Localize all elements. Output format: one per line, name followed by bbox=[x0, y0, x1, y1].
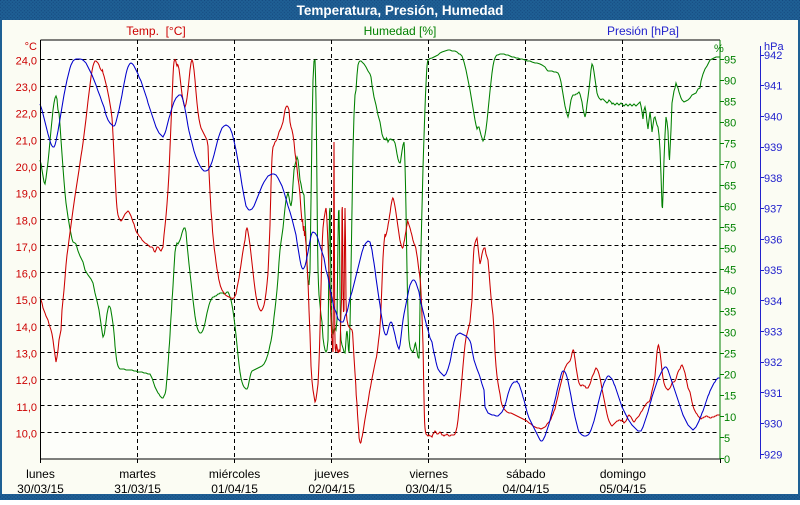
svg-text:miércoles: miércoles bbox=[209, 467, 260, 481]
svg-text:934: 934 bbox=[764, 296, 782, 308]
svg-text:24,0: 24,0 bbox=[16, 55, 37, 67]
svg-text:hPa: hPa bbox=[764, 41, 784, 53]
svg-text:15,0: 15,0 bbox=[16, 295, 37, 307]
svg-text:933: 933 bbox=[764, 327, 782, 339]
svg-text:939: 939 bbox=[764, 142, 782, 154]
svg-text:02/04/15: 02/04/15 bbox=[308, 482, 355, 496]
svg-text:Humedad [%]: Humedad [%] bbox=[364, 24, 437, 38]
svg-text:11,0: 11,0 bbox=[16, 402, 37, 414]
svg-text:jueves: jueves bbox=[313, 467, 349, 481]
svg-text:°C: °C bbox=[25, 41, 37, 53]
svg-text:15: 15 bbox=[724, 391, 736, 403]
svg-text:929: 929 bbox=[764, 449, 782, 461]
svg-text:23,0: 23,0 bbox=[16, 82, 37, 94]
svg-text:31/03/15: 31/03/15 bbox=[114, 482, 161, 496]
svg-text:Temp. [°C]: Temp. [°C] bbox=[126, 24, 185, 38]
svg-text:936: 936 bbox=[764, 234, 782, 246]
svg-text:16,0: 16,0 bbox=[16, 269, 37, 281]
svg-text:viernes: viernes bbox=[409, 467, 448, 481]
svg-text:35: 35 bbox=[724, 307, 736, 319]
svg-text:932: 932 bbox=[764, 357, 782, 369]
svg-text:13,0: 13,0 bbox=[16, 349, 37, 361]
svg-text:Presión [hPa]: Presión [hPa] bbox=[607, 24, 679, 38]
svg-text:sábado: sábado bbox=[506, 467, 546, 481]
svg-text:18,0: 18,0 bbox=[16, 215, 37, 227]
svg-text:941: 941 bbox=[764, 81, 782, 93]
svg-text:75: 75 bbox=[724, 138, 736, 150]
svg-text:5: 5 bbox=[724, 433, 730, 445]
svg-text:martes: martes bbox=[119, 467, 156, 481]
svg-text:85: 85 bbox=[724, 96, 736, 108]
svg-text:931: 931 bbox=[764, 388, 782, 400]
svg-text:25: 25 bbox=[724, 349, 736, 361]
svg-text:20: 20 bbox=[724, 370, 736, 382]
svg-text:10,0: 10,0 bbox=[16, 429, 37, 441]
svg-text:95: 95 bbox=[724, 54, 736, 66]
svg-text:30/03/15: 30/03/15 bbox=[17, 482, 64, 496]
svg-text:0: 0 bbox=[724, 454, 730, 466]
svg-text:19,0: 19,0 bbox=[16, 189, 37, 201]
svg-text:55: 55 bbox=[724, 223, 736, 235]
svg-text:05/04/15: 05/04/15 bbox=[600, 482, 647, 496]
svg-text:30: 30 bbox=[724, 328, 736, 340]
svg-text:22,0: 22,0 bbox=[16, 109, 37, 121]
svg-text:%: % bbox=[714, 43, 724, 55]
svg-text:17,0: 17,0 bbox=[16, 242, 37, 254]
svg-text:930: 930 bbox=[764, 419, 782, 431]
svg-text:937: 937 bbox=[764, 204, 782, 216]
svg-text:10: 10 bbox=[724, 412, 736, 424]
svg-text:lunes: lunes bbox=[26, 467, 55, 481]
svg-text:12,0: 12,0 bbox=[16, 375, 37, 387]
svg-text:45: 45 bbox=[724, 265, 736, 277]
svg-text:935: 935 bbox=[764, 265, 782, 277]
svg-text:03/04/15: 03/04/15 bbox=[405, 482, 452, 496]
svg-text:80: 80 bbox=[724, 117, 736, 129]
svg-text:70: 70 bbox=[724, 159, 736, 171]
svg-text:21,0: 21,0 bbox=[16, 135, 37, 147]
svg-text:90: 90 bbox=[724, 75, 736, 87]
svg-text:50: 50 bbox=[724, 244, 736, 256]
svg-text:01/04/15: 01/04/15 bbox=[211, 482, 258, 496]
svg-text:938: 938 bbox=[764, 173, 782, 185]
svg-text:940: 940 bbox=[764, 111, 782, 123]
svg-text:04/04/15: 04/04/15 bbox=[503, 482, 550, 496]
svg-text:20,0: 20,0 bbox=[16, 162, 37, 174]
svg-text:942: 942 bbox=[764, 50, 782, 62]
svg-text:65: 65 bbox=[724, 181, 736, 193]
svg-text:Temperatura, Presión, Humedad: Temperatura, Presión, Humedad bbox=[297, 3, 504, 18]
svg-text:40: 40 bbox=[724, 286, 736, 298]
svg-text:domingo: domingo bbox=[600, 467, 646, 481]
svg-text:14,0: 14,0 bbox=[16, 322, 37, 334]
svg-text:60: 60 bbox=[724, 202, 736, 214]
